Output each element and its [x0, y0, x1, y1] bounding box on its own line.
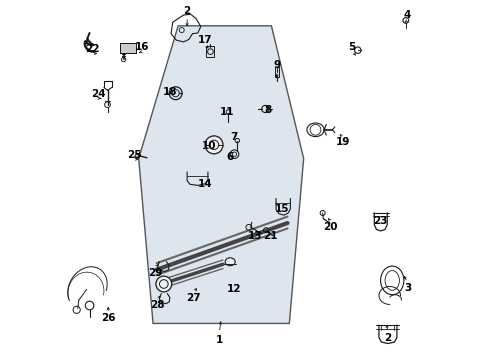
Text: 9: 9	[273, 60, 280, 70]
Text: 23: 23	[373, 216, 387, 226]
Text: 29: 29	[148, 268, 163, 278]
Text: 21: 21	[262, 231, 277, 240]
Text: 19: 19	[335, 138, 349, 147]
Text: 11: 11	[219, 107, 233, 117]
Polygon shape	[139, 26, 303, 323]
Circle shape	[204, 136, 223, 154]
Text: 16: 16	[135, 42, 149, 52]
Text: 5: 5	[348, 42, 355, 52]
Text: 13: 13	[247, 231, 262, 240]
Text: 15: 15	[274, 204, 289, 214]
Bar	[274, 67, 278, 77]
Bar	[120, 43, 136, 53]
Circle shape	[156, 276, 171, 292]
Text: 27: 27	[186, 293, 201, 303]
Text: 10: 10	[201, 141, 215, 151]
Ellipse shape	[224, 258, 235, 266]
Text: 14: 14	[197, 179, 212, 189]
Bar	[120, 43, 136, 53]
Text: 2: 2	[384, 333, 391, 343]
Text: 6: 6	[226, 152, 233, 162]
Text: 8: 8	[264, 105, 271, 115]
Text: 22: 22	[84, 44, 99, 54]
Text: 24: 24	[91, 89, 105, 99]
Text: 3: 3	[403, 283, 410, 293]
Text: 17: 17	[197, 35, 212, 45]
Text: 12: 12	[226, 284, 241, 294]
Text: 26: 26	[101, 313, 115, 323]
Bar	[206, 46, 214, 57]
Text: 1: 1	[215, 334, 223, 345]
Text: 7: 7	[229, 132, 237, 142]
Text: 2: 2	[183, 6, 190, 17]
Text: 20: 20	[323, 222, 337, 231]
Text: 28: 28	[150, 300, 164, 310]
Text: 18: 18	[163, 87, 177, 97]
Text: 25: 25	[126, 150, 141, 160]
Text: 4: 4	[403, 10, 410, 20]
